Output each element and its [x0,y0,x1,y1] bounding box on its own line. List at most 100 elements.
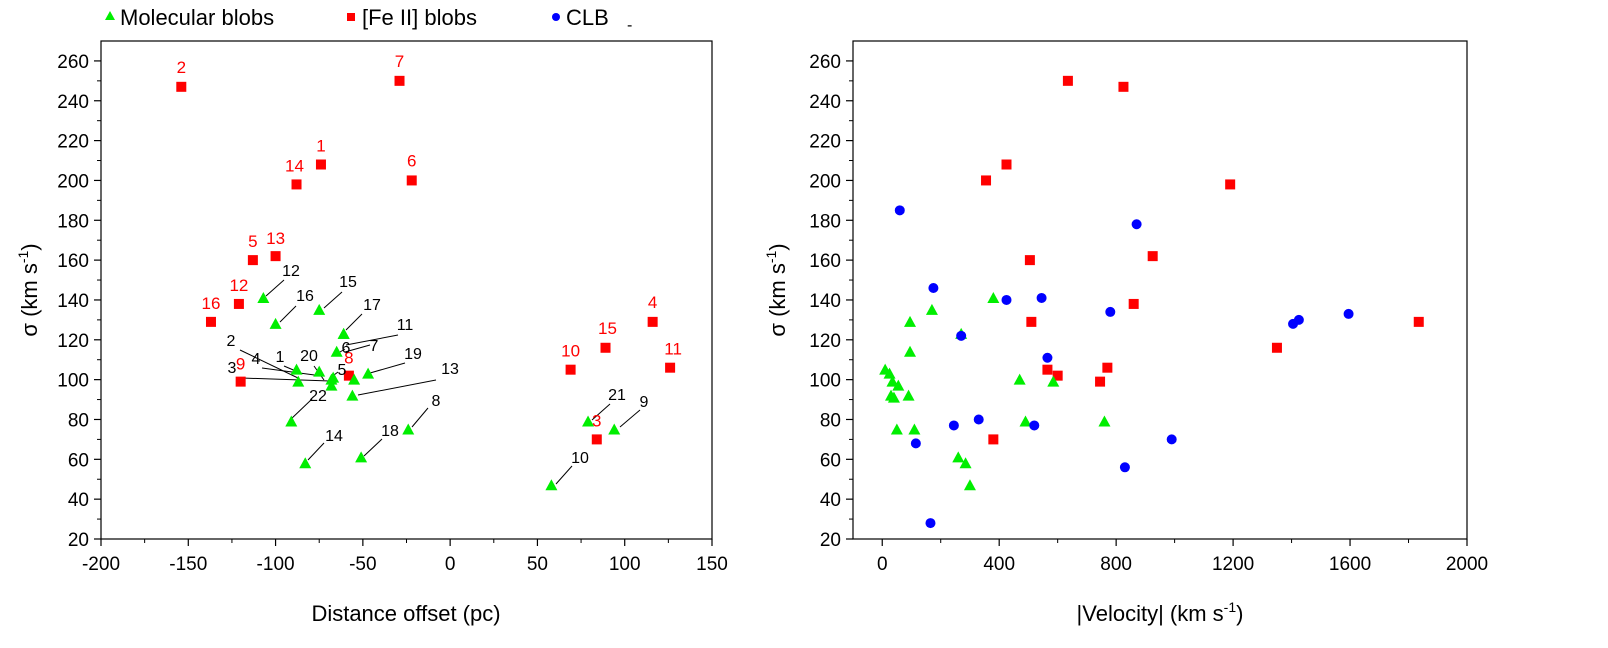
left-feii-point [315,159,326,170]
left-feii-point [647,316,658,327]
right-molecular-point [1047,375,1060,387]
molecular-leader-line [411,407,429,428]
right-molecular-point [959,457,972,469]
right-feii-point [1095,376,1106,387]
left-y-tick-label: 60 [68,450,89,471]
left-feii-point [665,362,676,373]
molecular-point-label: 1 [276,349,285,366]
right-clb-point [910,438,921,449]
molecular-point-label: 6 [342,340,351,357]
right-y-tick-label: 160 [809,251,841,272]
feii-point-label: 7 [395,52,404,71]
left-y-tick-label: 180 [57,211,89,232]
right-y-tick-label: 60 [820,450,841,471]
right-feii-point [1118,81,1129,92]
right-x-tick-label: 2000 [1446,554,1488,575]
left-leader-lines [239,279,641,485]
left-y-title-end: ) [17,243,42,250]
feii-point-label: 3 [592,411,601,430]
right-panel: 0 400 800 1200 1600 2000 20 40 60 80 100 120 140 160 1… [763,40,1488,626]
right-clb-point [1166,434,1177,445]
molecular-point-label: 4 [252,351,261,368]
molecular-point-label: 14 [325,428,343,445]
feii-point-label: 13 [266,229,285,248]
left-molecular-point [608,423,621,435]
right-y-title-end: ) [765,243,790,250]
right-points [879,75,1424,529]
feii-point-label: 9 [236,355,245,374]
left-feii-point [565,364,576,375]
molecular-point-label: 17 [363,297,381,314]
molecular-leader-line [265,279,285,297]
right-x-tick-label: 800 [1100,554,1132,575]
left-molecular-point [285,415,298,427]
right-clb-point [1343,308,1354,319]
feii-point-label: 16 [202,294,221,313]
molecular-leader-line [241,377,331,382]
left-y-title-sup: -1 [15,250,31,263]
left-y-tick-label: 120 [57,331,89,352]
molecular-point-label: 5 [338,362,347,379]
right-feii-point [1062,75,1073,86]
molecular-point-label: 10 [571,450,589,467]
right-molecular-point [904,315,917,327]
right-molecular-point [892,379,905,391]
left-molecular-point [269,317,282,329]
molecular-point-label: 2 [227,333,236,350]
left-molecular-point [346,389,359,401]
right-clb-point [925,518,936,529]
right-feii-point [1026,316,1037,327]
feii-point-label: 1 [316,137,325,156]
legend-feii-marker [347,13,355,21]
right-molecular-point [1013,373,1026,385]
right-y-tick-label: 40 [820,490,841,511]
right-y-tick-label: 260 [809,52,841,73]
left-y-tick-label: 220 [57,132,89,153]
left-y-tick-label: 200 [57,171,89,192]
right-molecular-point [963,479,976,491]
left-molecular-point [355,451,368,463]
left-feii-point [343,370,354,381]
molecular-leader-line [357,379,437,396]
right-feii-point [1147,251,1158,262]
molecular-leader-line [323,291,343,309]
right-molecular-point [890,423,903,435]
left-points [176,75,676,491]
right-clb-point [1131,219,1142,230]
feii-point-label: 11 [664,340,682,359]
left-x-tick-label: -50 [349,554,376,575]
legend: Molecular blobs [Fe II] blobs CLB - [105,5,632,34]
right-molecular-point [1019,415,1032,427]
left-x-tick-label: -150 [169,554,207,575]
left-feii-point [591,434,602,445]
right-y-tick-label: 100 [809,371,841,392]
molecular-point-label: 13 [441,361,459,378]
right-x-tick-label: 0 [877,554,888,575]
left-molecular-point [325,379,338,391]
left-feii-point [205,316,216,327]
right-x-title-end: ) [1236,601,1243,626]
left-y-tick-label: 160 [57,251,89,272]
feii-point-label: 15 [598,319,617,338]
molecular-point-label: 18 [381,423,399,440]
right-y-title-sup: -1 [763,250,779,263]
right-clb-point [948,420,959,431]
molecular-point-label: 22 [309,388,327,405]
right-clb-point [1029,420,1040,431]
left-y-tick-label: 100 [57,371,89,392]
right-x-tick-label: 1600 [1329,554,1371,575]
left-x-tick-label: 50 [527,554,548,575]
left-x-tick-label: -100 [257,554,295,575]
right-feii-point [1225,179,1236,190]
right-feii-point [1413,316,1424,327]
right-clb-point [1119,462,1130,473]
left-molecular-point [290,363,303,375]
molecular-leader-line [239,349,299,379]
left-molecular-point [348,373,361,385]
right-molecular-point [987,291,1000,303]
molecular-leader-line [279,305,297,323]
right-clb-point [1042,352,1053,363]
right-feii-point [988,434,999,445]
